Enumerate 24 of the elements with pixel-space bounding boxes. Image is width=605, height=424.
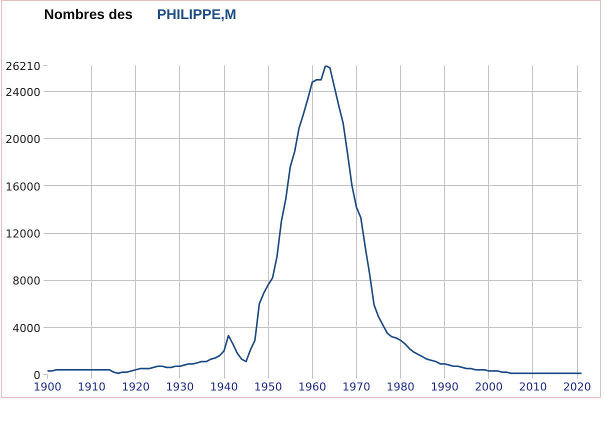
y-tick-label: 12000: [6, 228, 41, 241]
x-tick-label: 2020: [563, 380, 592, 394]
x-tick-label: 1900: [34, 380, 62, 394]
x-tick-label: 1910: [78, 380, 106, 394]
x-tick-label: 1920: [122, 380, 150, 394]
line-series: [48, 66, 582, 374]
x-tick-label: 2010: [518, 380, 547, 394]
y-tick-label: 16000: [6, 180, 41, 194]
x-tick-label: 1970: [342, 380, 370, 394]
y-tick-label: 0: [34, 369, 40, 382]
x-tick-label: 1940: [210, 380, 238, 394]
x-tick-label: 1960: [298, 380, 326, 394]
x-tick-label: 1950: [254, 380, 282, 394]
chart-title: Nombres des: [44, 6, 133, 23]
y-tick-label: 20000: [6, 133, 41, 146]
y-tick-label: 26210: [6, 60, 41, 73]
y-tick-label: 8000: [12, 274, 41, 288]
x-tick-label: 1980: [386, 380, 415, 394]
y-tick-label: 24000: [6, 86, 41, 100]
y-tick-label: 4000: [12, 322, 41, 335]
x-tick-label: 2000: [474, 380, 503, 394]
x-tick-label: 1930: [166, 380, 194, 394]
x-tick-label: 1990: [430, 380, 459, 394]
text: PHILIPPE,M: [157, 6, 236, 23]
